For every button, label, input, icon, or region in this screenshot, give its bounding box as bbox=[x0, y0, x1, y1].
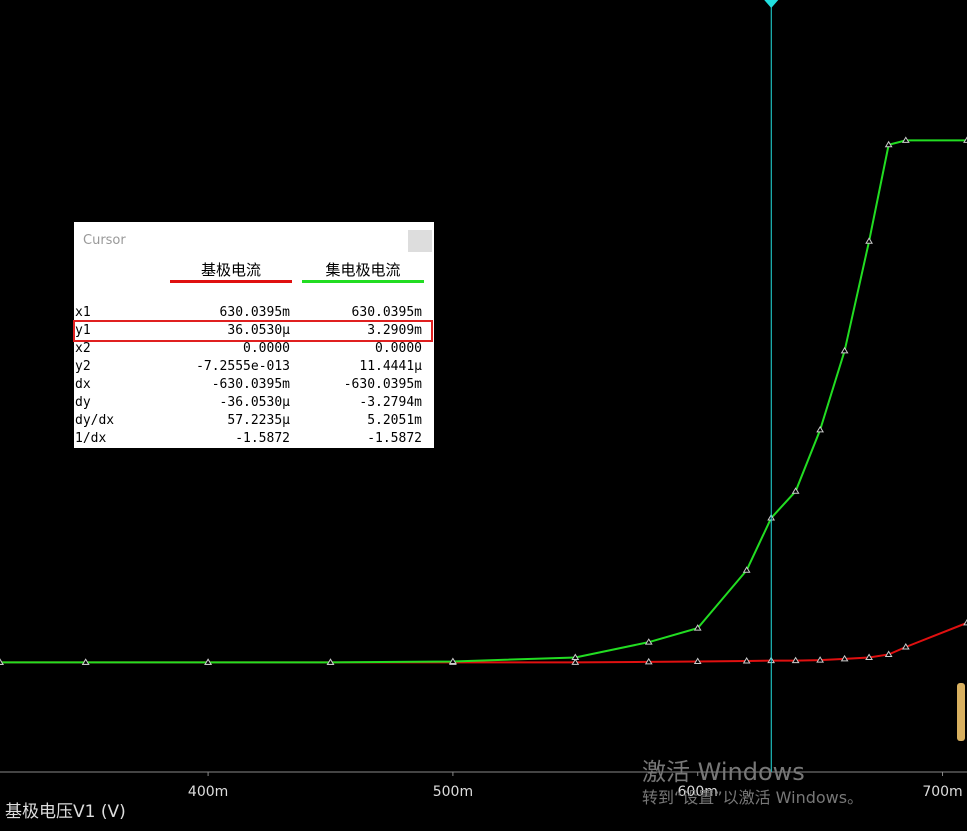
point-marker bbox=[0, 658, 4, 665]
cursor-cell: 3.2909m bbox=[367, 323, 422, 338]
point-marker bbox=[963, 136, 967, 143]
point-marker bbox=[791, 656, 800, 664]
point-marker bbox=[884, 650, 893, 657]
cursor-cell: 11.4441µ bbox=[359, 359, 422, 374]
cursor-cell: -7.2555e-013 bbox=[196, 359, 290, 374]
point-marker bbox=[742, 657, 751, 664]
cursor-row: x1 630.0395m 630.0395m bbox=[75, 304, 431, 322]
cursor-panel: Cursor 基极电流 集电极电流 x1 630.0395m 630.0395m y1 36… bbox=[73, 222, 434, 448]
cursor-cell: -3.2794m bbox=[359, 395, 422, 410]
point-marker bbox=[901, 643, 910, 650]
panel-title: Cursor bbox=[83, 233, 126, 248]
point-marker bbox=[644, 657, 653, 665]
x-tick-label: 600m bbox=[678, 784, 718, 800]
x-axis-label: 基极电压V1 (V) bbox=[5, 802, 126, 822]
cursor-cell: 57.2235µ bbox=[227, 413, 290, 428]
cursor-cell: x1 bbox=[75, 305, 91, 320]
x-tick-label: 500m bbox=[433, 784, 473, 800]
watermark-subtitle: 转到“设置”以激活 Windows。 bbox=[642, 788, 864, 807]
cursor-row: x2 0.0000 0.0000 bbox=[75, 340, 431, 358]
cursor-row: dy/dx 57.2235µ 5.2051m bbox=[75, 412, 431, 430]
x-tick-label: 700m bbox=[922, 784, 962, 800]
point-marker bbox=[644, 638, 653, 645]
watermark-title: 激活 Windows bbox=[642, 758, 805, 786]
x-tick-label: 400m bbox=[188, 784, 228, 800]
cursor-cell: -630.0395m bbox=[343, 377, 422, 392]
point-marker bbox=[81, 658, 90, 665]
scroll-handle[interactable] bbox=[957, 683, 965, 741]
cursor-cell: 0.0000 bbox=[375, 341, 422, 356]
cursor-cell: 0.0000 bbox=[243, 341, 290, 356]
cursor-cell: 5.2051m bbox=[367, 413, 422, 428]
cursor-cell: dy bbox=[75, 395, 91, 410]
point-marker bbox=[865, 653, 873, 661]
point-marker bbox=[204, 658, 212, 665]
point-marker bbox=[901, 136, 910, 143]
point-marker bbox=[791, 487, 800, 494]
point-marker bbox=[816, 656, 824, 663]
cursor-cell: dx bbox=[75, 377, 91, 392]
cursor-row: y2 -7.2555e-013 11.4441µ bbox=[75, 358, 431, 376]
close-button[interactable] bbox=[408, 230, 432, 252]
legend-entry: 基极电流 bbox=[200, 261, 261, 279]
legend-entry: 集电极电流 bbox=[325, 261, 401, 279]
point-marker bbox=[693, 657, 702, 664]
point-marker bbox=[840, 654, 849, 662]
point-marker bbox=[963, 618, 967, 626]
cursor-cell: 36.0530µ bbox=[227, 323, 290, 338]
legend-swatch bbox=[170, 280, 292, 283]
point-marker bbox=[326, 658, 335, 665]
cursor-cell: x2 bbox=[75, 341, 91, 356]
point-marker bbox=[865, 237, 873, 244]
series-line bbox=[0, 621, 967, 664]
cursor-cell: y2 bbox=[75, 359, 91, 374]
point-marker bbox=[693, 624, 702, 631]
point-marker bbox=[816, 425, 824, 433]
cursor-cell: y1 bbox=[75, 323, 91, 338]
cursor-cell: -36.0530µ bbox=[219, 395, 290, 410]
point-marker bbox=[742, 566, 751, 573]
cursor-row: dx -630.0395m -630.0395m bbox=[75, 376, 431, 394]
cursor-cell: 630.0395m bbox=[219, 305, 290, 320]
cursor-cell: dy/dx bbox=[75, 413, 115, 428]
cursor-row: 1/dx -1.5872 -1.5872 bbox=[75, 430, 431, 448]
cursor-cell: -630.0395m bbox=[211, 377, 290, 392]
cursor-handle[interactable] bbox=[764, 0, 779, 8]
point-marker bbox=[571, 653, 580, 661]
legend-swatch bbox=[302, 280, 424, 283]
point-marker bbox=[571, 658, 580, 665]
cursor-row: y1 36.0530µ 3.2909m bbox=[73, 320, 433, 342]
cursor-cell: -1.5872 bbox=[367, 431, 422, 446]
cursor-cell: -1.5872 bbox=[235, 431, 290, 446]
point-marker bbox=[449, 657, 457, 664]
cursor-row: dy -36.0530µ -3.2794m bbox=[75, 394, 431, 412]
point-marker bbox=[840, 346, 849, 354]
point-marker bbox=[884, 140, 893, 148]
cursor-cell: 1/dx bbox=[75, 431, 107, 446]
cursor-cell: 630.0395m bbox=[351, 305, 422, 320]
